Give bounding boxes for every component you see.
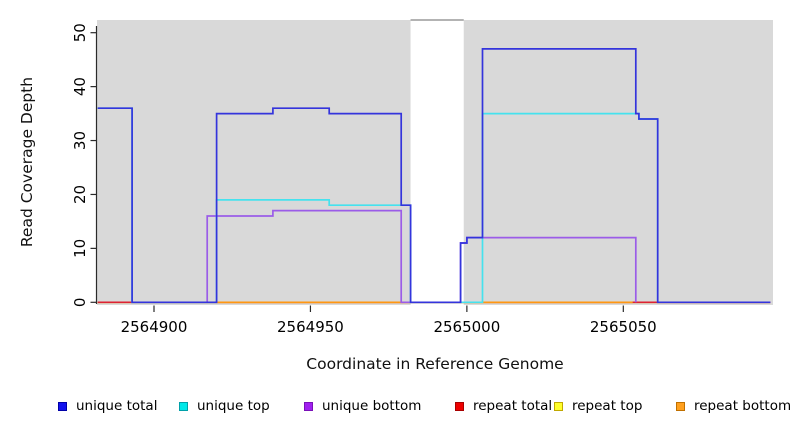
legend-swatch-repeat-total <box>455 401 464 411</box>
legend-item-unique-total: unique total <box>58 398 157 414</box>
x-tick-label: 2564950 <box>277 318 344 336</box>
y-tick-label: 10 <box>71 239 89 258</box>
y-tick-label: 20 <box>71 185 89 204</box>
masked-region <box>410 20 464 305</box>
x-tick-label: 2565050 <box>590 318 657 336</box>
coverage-plot: 0 10 20 30 40 50 2564900 2564950 2565000 2565050 <box>71 19 773 336</box>
y-tick-label: 0 <box>71 298 89 308</box>
legend-item-repeat-total: repeat total <box>455 398 552 414</box>
y-tick-label: 30 <box>71 131 89 150</box>
legend-label-unique-bottom: unique bottom <box>322 398 422 414</box>
legend-item-unique-top: unique top <box>179 398 270 414</box>
series-line-unique-total <box>97 48 771 304</box>
legend-item-repeat-bottom: repeat bottom <box>676 398 791 414</box>
legend-swatch-repeat-bottom <box>676 401 685 411</box>
legend-label-repeat-bottom: repeat bottom <box>694 398 792 414</box>
y-tick-label: 50 <box>71 23 89 42</box>
y-axis-title: Read Coverage Depth <box>18 76 36 248</box>
legend-swatch-repeat-top <box>554 401 563 411</box>
legend-swatch-unique-bottom <box>304 401 313 411</box>
legend-label-repeat-top: repeat top <box>572 398 643 414</box>
legend-label-repeat-total: repeat total <box>473 398 553 414</box>
x-tick-label: 2564900 <box>121 318 188 336</box>
legend-swatch-unique-total <box>58 401 67 411</box>
legend-swatch-unique-top <box>179 401 188 411</box>
legend-item-unique-bottom: unique bottom <box>304 398 421 414</box>
legend-label-unique-top: unique top <box>197 398 270 414</box>
x-tick-label: 2565000 <box>433 318 500 336</box>
legend-label-unique-total: unique total <box>76 398 158 414</box>
y-tick-label: 40 <box>71 77 89 96</box>
x-axis-title: Coordinate in Reference Genome <box>306 355 564 373</box>
legend-item-repeat-top: repeat top <box>554 398 642 414</box>
